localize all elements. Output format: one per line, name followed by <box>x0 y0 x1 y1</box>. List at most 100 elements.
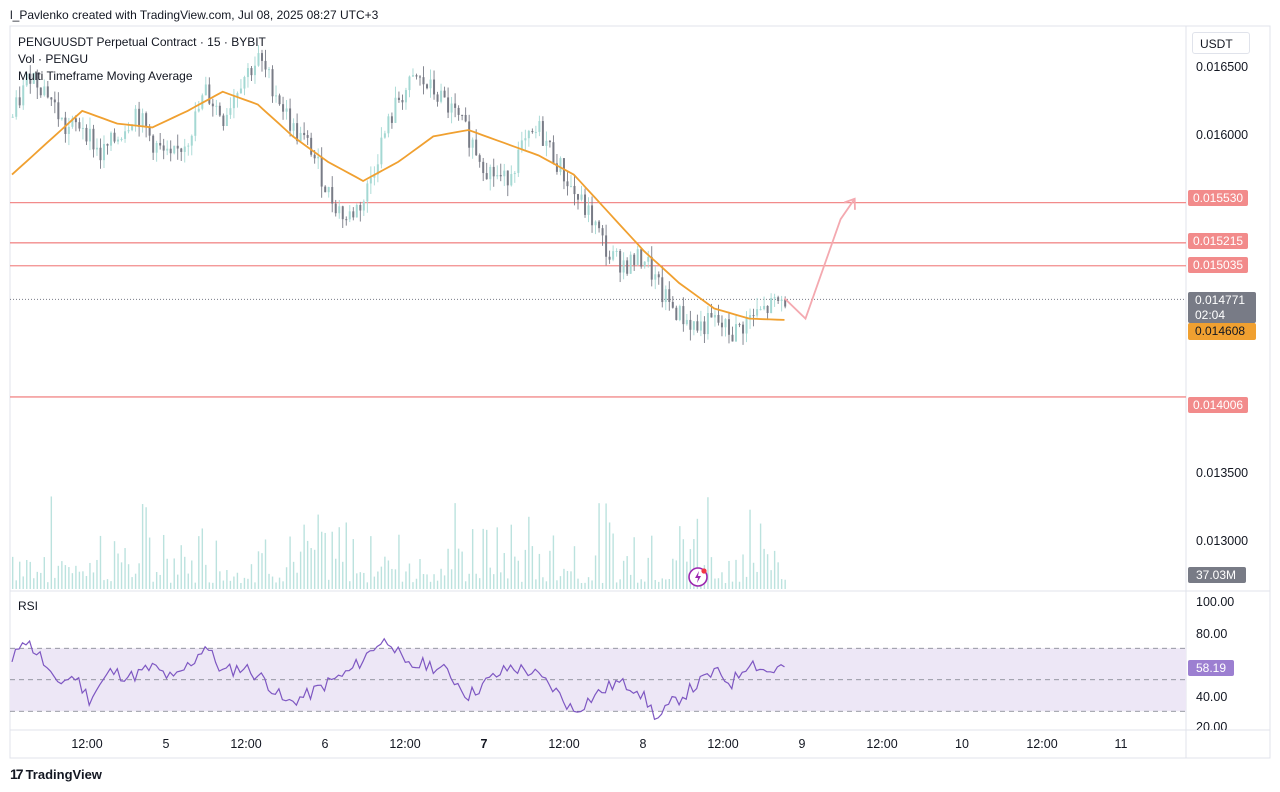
volume-bar <box>82 571 84 589</box>
candle-body <box>236 93 239 97</box>
candle-body <box>731 334 734 342</box>
alert-badge <box>701 568 707 574</box>
volume-bar <box>219 571 221 589</box>
candle-body <box>464 114 467 122</box>
candle-body <box>573 185 576 195</box>
candle-body <box>584 194 587 215</box>
candle-body <box>717 314 720 323</box>
volume-bar <box>306 540 309 589</box>
volume-bar <box>549 550 551 589</box>
candle-body <box>587 205 590 215</box>
volume-bar <box>640 579 642 589</box>
candle-body <box>766 305 769 314</box>
candle-body <box>478 155 481 162</box>
candle-body <box>348 211 351 220</box>
volume-bar <box>363 572 365 589</box>
candle-body <box>243 77 246 89</box>
volume-bar <box>15 580 17 589</box>
candle-body <box>615 250 618 252</box>
candle-body <box>373 174 376 178</box>
volume-bar <box>110 581 112 589</box>
volume-bar <box>36 571 38 589</box>
volume-bar <box>271 576 274 589</box>
volume-bar <box>208 582 211 589</box>
volume-bar <box>240 582 242 589</box>
candle-body <box>591 205 594 226</box>
volume-bar <box>647 557 649 589</box>
candle-body <box>496 175 499 177</box>
candle-body <box>780 299 783 301</box>
candle-body <box>745 318 748 334</box>
candle-body <box>162 145 165 151</box>
rsi-tick: 80.00 <box>1196 627 1228 641</box>
volume-bar <box>724 582 727 589</box>
tradingview-logo-text: TradingView <box>25 766 102 782</box>
volume-bar <box>29 561 31 589</box>
volume-bar <box>377 571 379 589</box>
candle-body <box>50 97 53 100</box>
candle-body <box>289 108 292 131</box>
ma-value-tag: 0.014608 <box>1188 323 1256 340</box>
candle-body <box>387 116 390 134</box>
volume-bar <box>651 535 653 589</box>
candle-body <box>447 97 450 113</box>
volume-bar <box>352 539 354 589</box>
volume-bar <box>184 556 186 589</box>
candle-body <box>397 97 400 101</box>
candle-body <box>268 69 271 71</box>
volume-bar <box>349 581 351 589</box>
volume-bar <box>394 569 397 589</box>
candle-body <box>53 99 56 103</box>
candle-body <box>411 75 414 77</box>
volume-bar <box>507 578 509 589</box>
candle-body <box>594 221 597 226</box>
candle-body <box>415 75 418 77</box>
candle-body <box>404 90 407 103</box>
currency-selector[interactable]: USDT <box>1192 32 1250 54</box>
candle-body <box>18 97 21 106</box>
candle-body <box>204 84 207 96</box>
volume-bar <box>636 582 639 589</box>
volume-bar <box>303 524 305 589</box>
volume-bar <box>668 579 670 589</box>
candle-body <box>657 274 660 278</box>
rsi-title[interactable]: RSI <box>18 599 39 613</box>
legend-volume[interactable]: Vol · PENGU <box>18 52 89 66</box>
candle-body <box>531 130 534 133</box>
candle-body <box>482 161 485 174</box>
candle-body <box>538 121 541 132</box>
candle-body <box>176 145 179 149</box>
candle-body <box>664 289 667 303</box>
candle-body <box>440 90 443 102</box>
candle-body <box>362 201 365 211</box>
volume-bar <box>380 566 383 589</box>
candle-body <box>380 137 383 165</box>
candle-body <box>777 297 780 301</box>
volume-bar <box>320 531 323 589</box>
legend-symbol[interactable]: PENGUUSDT Perpetual Contract · 15 · BYBI… <box>18 35 266 49</box>
price-tick: 0.016500 <box>1196 60 1249 74</box>
volume-bar <box>201 528 204 589</box>
volume-bar <box>299 551 302 589</box>
volume-bar <box>500 572 502 589</box>
last-price-tag: 0.014771 02:04 <box>1188 292 1256 323</box>
candle-body <box>626 260 629 274</box>
legend-indicator[interactable]: Multi Timeframe Moving Average <box>18 69 193 83</box>
candle-body <box>324 186 327 193</box>
volume-bar <box>338 527 340 589</box>
volume-bar <box>92 572 95 589</box>
volume-bar <box>285 567 288 589</box>
candle-body <box>313 154 316 159</box>
candle-body <box>124 131 127 139</box>
volume-bar <box>686 561 688 589</box>
candle-body <box>11 116 14 118</box>
volume-bar <box>478 578 481 589</box>
candle-body <box>183 146 186 152</box>
volume-bar <box>721 572 723 589</box>
volume-bar <box>64 565 67 589</box>
candle-body <box>117 139 120 142</box>
tradingview-logo[interactable]: 17 TradingView <box>10 766 102 782</box>
volume-bar <box>433 574 435 589</box>
volume-bar <box>542 577 544 589</box>
